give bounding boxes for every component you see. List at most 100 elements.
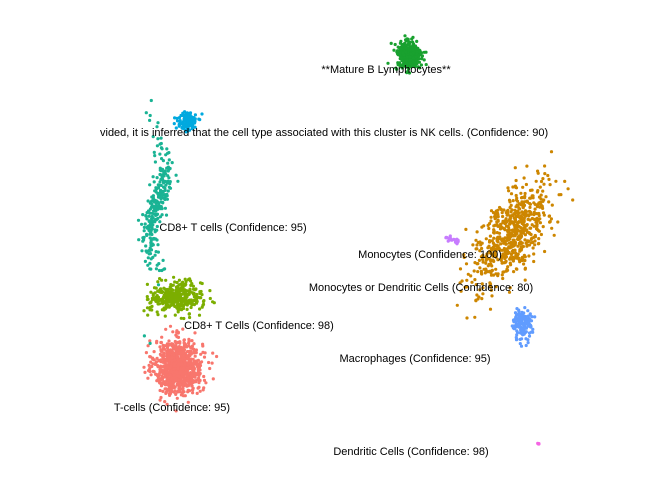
data-point bbox=[156, 183, 160, 187]
data-point bbox=[156, 280, 160, 284]
data-point bbox=[184, 344, 188, 348]
data-point bbox=[469, 274, 473, 278]
data-point bbox=[465, 278, 469, 282]
data-point bbox=[152, 180, 156, 184]
data-point bbox=[163, 267, 167, 271]
data-point bbox=[523, 191, 527, 196]
data-point bbox=[487, 244, 491, 248]
data-point bbox=[507, 225, 511, 230]
data-point bbox=[173, 313, 177, 317]
data-point bbox=[405, 61, 409, 65]
data-point bbox=[161, 389, 165, 393]
data-point bbox=[481, 260, 485, 264]
data-point bbox=[526, 217, 530, 221]
data-point bbox=[153, 154, 157, 158]
data-point bbox=[192, 295, 196, 299]
data-point bbox=[529, 196, 533, 200]
data-point bbox=[147, 363, 151, 367]
data-point bbox=[500, 211, 504, 215]
data-point bbox=[505, 251, 509, 256]
data-point bbox=[547, 177, 551, 181]
data-point bbox=[156, 289, 160, 293]
data-point bbox=[496, 218, 500, 222]
data-point bbox=[173, 358, 177, 362]
data-point bbox=[190, 344, 194, 348]
data-point bbox=[158, 287, 162, 291]
data-point bbox=[546, 173, 550, 178]
data-point bbox=[536, 242, 541, 246]
data-point bbox=[495, 238, 499, 242]
data-point bbox=[149, 98, 153, 103]
data-point bbox=[178, 298, 182, 302]
data-point bbox=[156, 205, 160, 209]
data-point bbox=[166, 189, 170, 193]
data-point bbox=[493, 217, 497, 221]
data-point bbox=[203, 351, 207, 355]
data-point bbox=[490, 239, 494, 243]
cluster-label-monocytes: Monocytes (Confidence: 100) bbox=[358, 249, 502, 261]
data-point bbox=[398, 53, 402, 58]
data-point bbox=[146, 344, 150, 348]
data-point bbox=[180, 126, 184, 130]
data-point bbox=[190, 127, 194, 131]
data-point bbox=[163, 314, 167, 318]
data-point bbox=[157, 372, 161, 376]
data-point bbox=[164, 370, 169, 374]
data-point bbox=[518, 342, 522, 346]
data-point bbox=[509, 203, 513, 207]
data-point bbox=[162, 170, 166, 174]
data-point bbox=[550, 203, 554, 207]
data-point bbox=[413, 44, 417, 48]
data-point bbox=[515, 225, 519, 229]
data-point bbox=[480, 282, 484, 286]
data-point bbox=[183, 294, 187, 298]
data-point bbox=[177, 287, 181, 291]
data-point bbox=[480, 225, 484, 229]
data-point bbox=[165, 147, 169, 151]
data-point bbox=[165, 358, 169, 362]
data-point bbox=[473, 278, 477, 282]
data-point bbox=[483, 271, 487, 275]
data-point bbox=[492, 224, 496, 228]
data-point bbox=[146, 199, 150, 203]
data-point bbox=[480, 241, 484, 245]
data-point bbox=[496, 208, 500, 212]
data-point bbox=[144, 111, 148, 115]
data-point bbox=[161, 200, 165, 204]
data-point bbox=[142, 365, 146, 369]
data-point bbox=[539, 193, 543, 197]
data-point bbox=[142, 309, 146, 313]
data-point bbox=[528, 205, 532, 209]
data-point bbox=[182, 316, 186, 321]
data-point bbox=[532, 252, 536, 256]
data-point bbox=[172, 384, 176, 388]
data-point bbox=[463, 285, 467, 289]
data-point bbox=[557, 193, 561, 197]
data-point bbox=[404, 50, 408, 55]
data-point bbox=[154, 250, 158, 254]
data-point bbox=[164, 327, 168, 331]
data-point bbox=[548, 220, 552, 224]
data-point bbox=[150, 243, 154, 247]
data-point bbox=[411, 40, 415, 44]
data-point bbox=[160, 193, 164, 197]
cluster-label-macrophages: Macrophages (Confidence: 95) bbox=[339, 353, 490, 365]
data-point bbox=[176, 359, 181, 363]
data-point bbox=[193, 331, 197, 335]
data-point bbox=[401, 51, 405, 55]
data-point bbox=[157, 262, 161, 266]
data-point bbox=[173, 116, 177, 120]
data-point bbox=[525, 244, 529, 248]
data-point bbox=[180, 379, 184, 383]
data-point bbox=[484, 267, 488, 271]
data-point bbox=[492, 229, 496, 233]
data-point bbox=[490, 269, 494, 273]
data-point bbox=[489, 273, 494, 277]
data-point bbox=[173, 295, 177, 299]
data-point bbox=[168, 366, 172, 370]
data-point bbox=[181, 394, 186, 398]
data-point bbox=[532, 259, 536, 264]
data-point bbox=[192, 291, 196, 295]
data-point bbox=[413, 63, 417, 67]
data-point bbox=[155, 212, 160, 216]
